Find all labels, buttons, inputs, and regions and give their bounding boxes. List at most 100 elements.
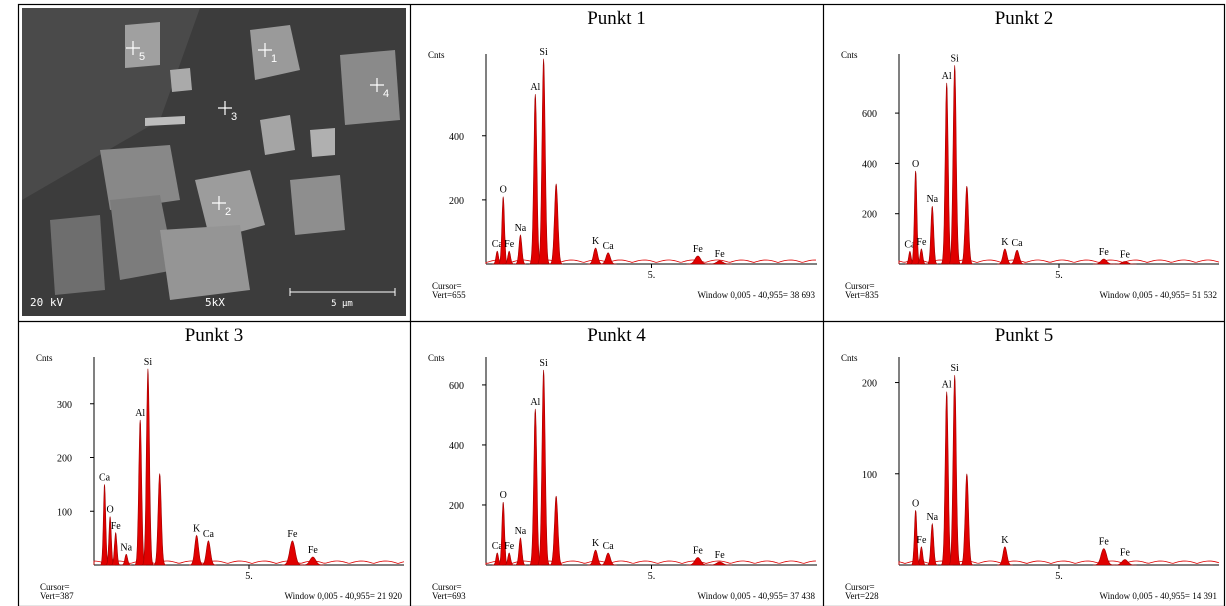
- peak-label: Fe: [693, 545, 704, 556]
- peak: [134, 420, 146, 565]
- y-axis-label: Cnts: [428, 50, 445, 60]
- peak: [498, 197, 508, 264]
- peak-label: Na: [515, 526, 527, 537]
- peak-label: K: [592, 538, 600, 549]
- peak-label: Al: [942, 380, 952, 391]
- vert-label: Vert=655: [432, 290, 466, 300]
- peak-label: Na: [926, 194, 938, 205]
- peak: [549, 184, 563, 264]
- y-tick-label: 200: [449, 501, 464, 512]
- y-tick-label: 400: [449, 441, 464, 452]
- peak-label: Na: [515, 223, 527, 234]
- peak-label: Fe: [287, 529, 298, 540]
- page: {"sem": {"voltage": "20 kV", "magnificat…: [0, 0, 1226, 606]
- peak: [1113, 262, 1136, 265]
- peak: [587, 550, 603, 565]
- peak: [941, 392, 953, 565]
- peak-label: Ca: [603, 541, 615, 552]
- scale-bar: 5 µm: [331, 299, 353, 309]
- peak: [189, 535, 204, 565]
- peak-label: K: [1001, 237, 1009, 248]
- y-tick-label: 200: [449, 196, 464, 207]
- y-tick-label: 200: [862, 210, 877, 221]
- peak-label: Fe: [111, 521, 122, 532]
- window-label: Window 0,005 - 40,955= 14 391: [1100, 591, 1217, 601]
- peak: [529, 409, 541, 565]
- peak-label: K: [1001, 535, 1009, 546]
- peak-label: Ca: [1012, 238, 1024, 249]
- x-tick-label: 5.: [245, 571, 253, 582]
- y-tick-label: 400: [862, 159, 877, 170]
- peak-label: Fe: [916, 535, 927, 546]
- peak-label: Si: [951, 53, 960, 64]
- peak: [927, 524, 938, 565]
- y-tick-label: 200: [862, 379, 877, 390]
- x-tick-label: 5.: [648, 571, 656, 582]
- peak: [927, 206, 938, 264]
- peak: [498, 502, 508, 565]
- panel-title: Punkt 1: [587, 8, 646, 29]
- x-tick-label: 5.: [1055, 571, 1063, 582]
- peak: [941, 83, 953, 264]
- y-tick-label: 100: [862, 470, 877, 481]
- vert-label: Vert=835: [845, 290, 879, 300]
- peak: [515, 235, 527, 264]
- peak-label: Fe: [504, 541, 515, 552]
- window-label: Window 0,005 - 40,955= 51 532: [1100, 290, 1217, 300]
- peak: [142, 369, 154, 565]
- peak-label: Si: [539, 47, 548, 58]
- peak-label: O: [500, 185, 507, 196]
- panel-title: Punkt 4: [587, 325, 646, 346]
- window-label: Window 0,005 - 40,955= 38 693: [698, 290, 816, 300]
- y-tick-label: 400: [449, 132, 464, 143]
- point-label: 3: [231, 111, 237, 123]
- point-label: 5: [139, 51, 145, 63]
- peak: [600, 253, 617, 264]
- window-label: Window 0,005 - 40,955= 37 438: [698, 591, 816, 601]
- peak-label: K: [592, 236, 600, 247]
- peak-label: Fe: [916, 237, 927, 248]
- peak: [549, 496, 563, 565]
- peak-label: Fe: [308, 545, 319, 556]
- peak: [948, 375, 961, 565]
- y-axis-label: Cnts: [841, 50, 858, 60]
- panel-title: Punkt 5: [995, 325, 1054, 346]
- voltage: 20 kV: [30, 296, 63, 309]
- y-axis-label: Cnts: [36, 353, 53, 363]
- sem-image: 20 kV 5kX 5 µm: [22, 8, 406, 316]
- peak-label: Si: [951, 363, 960, 374]
- peak-label: Na: [120, 542, 132, 553]
- peak-label: K: [193, 523, 201, 534]
- peak-label: O: [912, 498, 919, 509]
- peak: [1113, 560, 1136, 566]
- peak-label: Si: [539, 358, 548, 369]
- y-tick-label: 300: [57, 400, 72, 411]
- point-label: 1: [271, 53, 277, 65]
- y-tick-label: 600: [862, 109, 877, 120]
- peak-label: Fe: [1099, 537, 1110, 548]
- x-tick-label: 5.: [1055, 270, 1063, 281]
- panel-title: Punkt 2: [995, 8, 1054, 29]
- peak-label: Fe: [715, 550, 726, 561]
- peak-label: Fe: [1099, 247, 1110, 258]
- magnification: 5kX: [205, 296, 225, 309]
- point-label: 2: [225, 206, 231, 218]
- peak-label: O: [107, 505, 114, 516]
- vert-label: Vert=387: [40, 591, 74, 601]
- peak-label: Ca: [99, 472, 111, 483]
- peak-label: Ca: [603, 241, 615, 252]
- point-label: 4: [383, 88, 389, 100]
- peak-label: Fe: [504, 239, 515, 250]
- peak-label: O: [912, 159, 919, 170]
- y-axis-label: Cnts: [428, 353, 445, 363]
- window-label: Window 0,005 - 40,955= 21 920: [285, 591, 403, 601]
- peak-label: Fe: [1120, 249, 1131, 260]
- vert-label: Vert=693: [432, 591, 466, 601]
- peak-label: O: [500, 490, 507, 501]
- panel-title: Punkt 3: [185, 325, 244, 346]
- y-tick-label: 200: [57, 454, 72, 465]
